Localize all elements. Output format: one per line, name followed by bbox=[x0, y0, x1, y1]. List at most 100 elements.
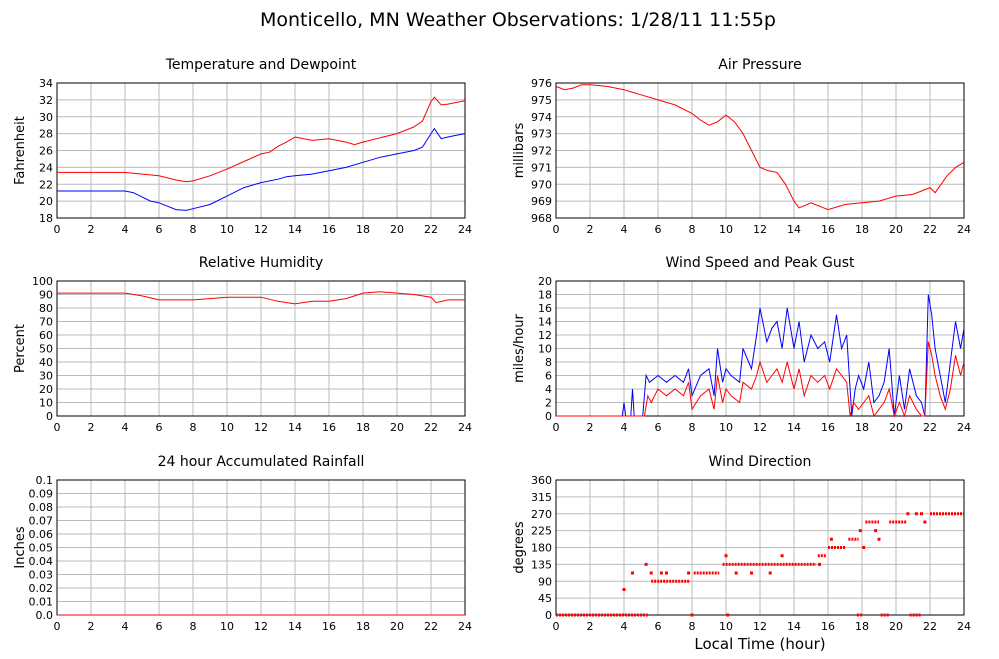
y-tick-label: 34 bbox=[39, 77, 53, 90]
y-tick-label: 30 bbox=[39, 370, 53, 383]
x-tick-label: 22 bbox=[923, 421, 937, 434]
x-tick-label: 0 bbox=[54, 421, 61, 434]
y-tick-label: 10 bbox=[39, 397, 53, 410]
y-tick-label: 60 bbox=[39, 329, 53, 342]
x-tick-label: 10 bbox=[220, 620, 234, 633]
x-tick-label: 8 bbox=[689, 223, 696, 236]
y-tick-label: 16 bbox=[538, 302, 552, 315]
panel-title: Relative Humidity bbox=[199, 255, 323, 271]
y-tick-label: 8 bbox=[545, 356, 552, 369]
x-tick-label: 20 bbox=[390, 223, 404, 236]
series-line-red bbox=[556, 341, 965, 418]
y-tick-label: 50 bbox=[39, 343, 53, 356]
direction-point bbox=[687, 571, 691, 575]
x-tick-label: 8 bbox=[689, 620, 696, 633]
x-tick-label: 16 bbox=[322, 620, 336, 633]
x-tick-label: 18 bbox=[855, 620, 869, 633]
y-tick-label: 0.07 bbox=[29, 515, 54, 528]
series-line-red bbox=[57, 291, 465, 305]
x-tick-label: 8 bbox=[689, 421, 696, 434]
x-tick-label: 22 bbox=[424, 421, 438, 434]
x-tick-label: 0 bbox=[54, 223, 61, 236]
x-tick-label: 6 bbox=[655, 223, 662, 236]
direction-point bbox=[665, 571, 668, 575]
x-tick-label: 0 bbox=[553, 223, 560, 236]
page-title: Monticello, MN Weather Observations: 1/2… bbox=[260, 9, 776, 31]
x-tick-label: 20 bbox=[390, 620, 404, 633]
x-tick-label: 12 bbox=[753, 620, 767, 633]
x-tick-label: 8 bbox=[190, 620, 197, 633]
direction-point bbox=[659, 571, 663, 575]
x-tick-label: 22 bbox=[923, 620, 937, 633]
direction-point bbox=[768, 571, 772, 575]
y-tick-label: 4 bbox=[545, 383, 552, 396]
series-line-blue bbox=[556, 294, 965, 417]
x-tick-label: 20 bbox=[889, 421, 903, 434]
y-tick-label: 20 bbox=[39, 383, 53, 396]
x-tick-label: 2 bbox=[587, 421, 594, 434]
x-tick-label: 8 bbox=[190, 421, 197, 434]
direction-point bbox=[726, 613, 730, 617]
x-tick-label: 2 bbox=[587, 620, 594, 633]
x-tick-label: 2 bbox=[88, 223, 95, 236]
y-tick-label: 24 bbox=[39, 161, 53, 174]
x-tick-label: 10 bbox=[719, 421, 733, 434]
y-tick-label: 10 bbox=[538, 343, 552, 356]
x-tick-label: 4 bbox=[122, 223, 129, 236]
x-tick-label: 24 bbox=[957, 223, 971, 236]
direction-point bbox=[906, 512, 910, 516]
y-tick-label: 0.05 bbox=[29, 542, 54, 555]
x-tick-label: 8 bbox=[190, 223, 197, 236]
y-tick-label: 0.03 bbox=[29, 569, 54, 582]
y-tick-label: 970 bbox=[531, 178, 552, 191]
x-tick-label: 12 bbox=[753, 223, 767, 236]
x-tick-label: 20 bbox=[390, 421, 404, 434]
panel-title: 24 hour Accumulated Rainfall bbox=[158, 454, 365, 470]
y-tick-label: 100 bbox=[32, 275, 53, 288]
y-tick-label: 968 bbox=[531, 212, 552, 225]
x-tick-label: 22 bbox=[424, 620, 438, 633]
x-tick-label: 2 bbox=[88, 421, 95, 434]
y-tick-label: 90 bbox=[39, 289, 53, 302]
y-tick-label: 315 bbox=[531, 491, 552, 504]
y-axis-title: degrees bbox=[512, 521, 527, 574]
y-tick-label: 70 bbox=[39, 316, 53, 329]
y-tick-label: 0.02 bbox=[29, 582, 54, 595]
direction-point bbox=[649, 571, 653, 575]
x-tick-label: 24 bbox=[957, 421, 971, 434]
y-tick-label: 0.08 bbox=[29, 501, 54, 514]
y-tick-label: 974 bbox=[531, 111, 552, 124]
x-tick-label: 4 bbox=[621, 223, 628, 236]
y-tick-label: 90 bbox=[538, 575, 552, 588]
y-tick-label: 972 bbox=[531, 145, 552, 158]
y-tick-label: 18 bbox=[39, 212, 53, 225]
y-tick-label: 80 bbox=[39, 302, 53, 315]
y-tick-label: 971 bbox=[531, 161, 552, 174]
x-tick-label: 10 bbox=[220, 223, 234, 236]
direction-point bbox=[690, 613, 694, 617]
x-tick-label: 24 bbox=[458, 620, 472, 633]
y-tick-label: 0 bbox=[545, 609, 552, 622]
direction-point bbox=[780, 554, 784, 558]
y-tick-label: 20 bbox=[538, 275, 552, 288]
x-tick-label: 14 bbox=[787, 223, 801, 236]
y-tick-label: 32 bbox=[39, 94, 53, 107]
x-tick-label: 6 bbox=[655, 620, 662, 633]
x-tick-label: 14 bbox=[787, 620, 801, 633]
x-tick-label: 22 bbox=[923, 223, 937, 236]
y-tick-label: 0.06 bbox=[29, 528, 54, 541]
series-line-blue bbox=[57, 127, 466, 211]
y-axis-title: Percent bbox=[13, 324, 28, 373]
plot-frame bbox=[555, 479, 965, 616]
y-tick-label: 135 bbox=[531, 558, 552, 571]
direction-point bbox=[818, 562, 821, 566]
direction-point bbox=[920, 512, 923, 516]
y-axis-title: Inches bbox=[13, 526, 28, 568]
y-tick-label: 0.1 bbox=[36, 474, 54, 487]
direction-point bbox=[923, 520, 927, 524]
x-tick-label: 18 bbox=[356, 620, 370, 633]
